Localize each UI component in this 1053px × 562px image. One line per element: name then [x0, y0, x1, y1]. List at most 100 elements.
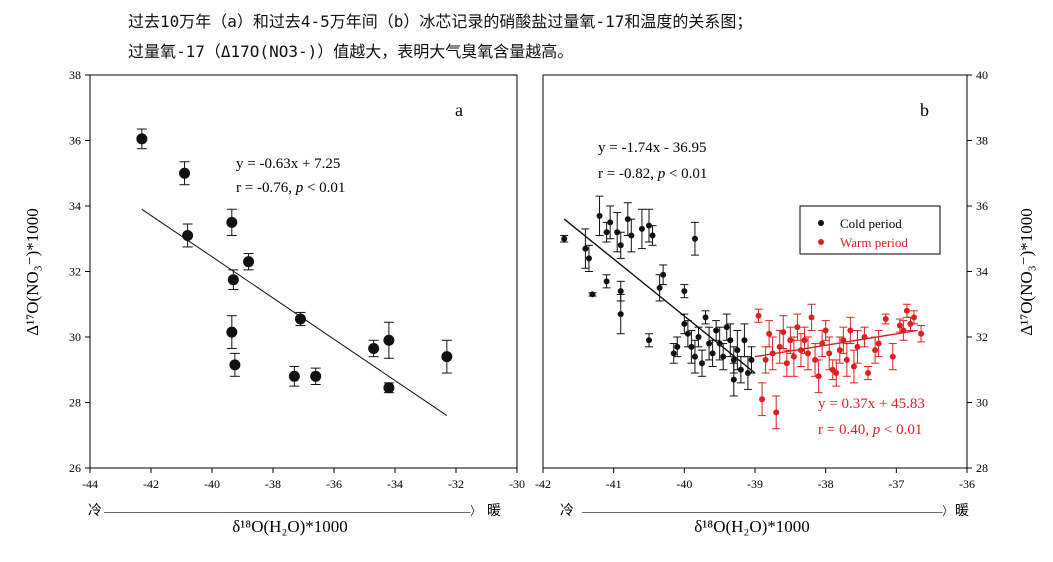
data-point	[628, 232, 635, 239]
data-point	[706, 340, 713, 347]
data-point	[872, 347, 879, 354]
data-point	[819, 340, 826, 347]
panel-a-stats: r = -0.76, p < 0.01	[236, 180, 345, 196]
x-tick-label: -30	[509, 477, 525, 491]
data-point	[865, 370, 872, 377]
panel-b-y-axis-title: Δ¹⁷O(NO₃⁻)*1000	[1017, 208, 1036, 336]
y-tick-label: 26	[69, 461, 81, 475]
x-tick-label: -38	[818, 477, 834, 491]
data-point	[755, 312, 762, 319]
panel-b-cold-equation: y = -1.74x - 36.95	[598, 140, 706, 156]
data-point	[182, 229, 194, 241]
data-point	[833, 370, 840, 377]
data-point	[229, 359, 241, 371]
x-tick-label: -40	[676, 477, 692, 491]
data-point	[727, 337, 734, 344]
panel-b-arrow: ——————————————————————————————————————〉	[581, 504, 952, 518]
data-point	[861, 334, 868, 340]
data-point	[288, 370, 300, 382]
x-tick-label: -38	[265, 477, 281, 491]
data-point	[226, 326, 238, 338]
panel-a-stats-suffix: < 0.01	[303, 180, 345, 196]
panel-b-x-axis-title: δ¹⁸O(H₂O)*1000	[694, 517, 810, 536]
panel-b-warm-stats: r = 0.40, p < 0.01	[818, 422, 922, 438]
data-point	[900, 327, 907, 334]
data-point	[617, 311, 624, 318]
data-point	[797, 347, 804, 354]
panel-a-fit	[141, 208, 448, 417]
panel-a-frame	[89, 74, 518, 469]
legend-marker-cold	[818, 220, 824, 226]
data-point	[226, 216, 238, 228]
panel-a-warm-label: 暖	[487, 503, 501, 519]
data-point	[850, 363, 857, 370]
y-tick-label: 28	[69, 396, 81, 410]
y-tick-label: 32	[69, 265, 81, 279]
panel-a-arrow: ——————————————————————————————————————〉	[103, 504, 480, 518]
x-tick-label: -36	[326, 477, 342, 491]
data-point	[882, 315, 889, 322]
data-point	[368, 342, 380, 354]
data-point	[656, 284, 663, 291]
panel-a-points	[136, 128, 453, 394]
y-tick-label: 36	[69, 134, 81, 148]
panel-b-warm-stats-suffix: < 0.01	[880, 422, 922, 438]
data-point	[805, 350, 811, 357]
panel-a-stats-p: p	[295, 180, 304, 196]
legend-marker-warm	[818, 239, 824, 245]
data-point	[748, 356, 755, 363]
data-point	[734, 347, 741, 354]
data-point	[843, 356, 850, 363]
y-tick-label: 34	[976, 265, 988, 279]
data-point	[903, 307, 910, 314]
panel-b-warm-stats-prefix: r = 0.40,	[818, 422, 873, 438]
panel-a: a y = -0.63x + 7.25 r = -0.76, p < 0.01 …	[69, 68, 525, 491]
data-point	[603, 278, 610, 285]
panel-b-cold-stats-suffix: < 0.01	[665, 166, 707, 182]
data-point	[773, 409, 780, 416]
data-point	[681, 320, 688, 327]
panel-b-cold-stats: r = -0.82, p < 0.01	[598, 166, 707, 182]
data-point	[854, 343, 861, 350]
panel-b-warm-stats-p: p	[872, 422, 881, 438]
data-point	[684, 330, 691, 337]
data-point	[674, 343, 681, 350]
data-point	[617, 242, 624, 249]
data-point	[688, 343, 695, 350]
data-point	[780, 329, 787, 336]
data-point	[737, 366, 744, 373]
legend-box	[799, 205, 941, 255]
data-point	[691, 235, 698, 242]
data-point	[243, 256, 255, 268]
data-point	[918, 330, 925, 337]
data-point	[730, 356, 737, 363]
data-point	[875, 340, 882, 347]
y-tick-label: 30	[976, 396, 988, 410]
y-tick-label: 36	[976, 199, 988, 213]
panel-b-warm-equation: y = 0.37x + 45.83	[818, 396, 925, 412]
data-point	[840, 337, 847, 344]
legend-label-warm: Warm period	[840, 235, 908, 250]
data-point	[896, 322, 903, 329]
data-point	[762, 356, 769, 363]
data-point	[790, 353, 797, 360]
y-tick-label: 34	[69, 199, 81, 213]
data-point	[294, 313, 306, 325]
x-tick-label: -37	[888, 477, 904, 491]
data-point	[794, 324, 801, 331]
data-point	[617, 288, 624, 295]
data-point	[582, 245, 589, 252]
data-point	[847, 327, 854, 334]
data-point	[769, 350, 776, 357]
panel-b-cold-stats-p: p	[657, 166, 666, 182]
data-point	[561, 235, 568, 242]
panel-a-label: a	[455, 100, 463, 120]
x-tick-label: -36	[959, 477, 975, 491]
data-point	[815, 373, 822, 380]
data-point	[585, 255, 592, 262]
data-point	[741, 337, 748, 344]
data-point	[136, 133, 148, 145]
panel-b-points	[560, 195, 926, 430]
data-point	[713, 327, 720, 334]
data-point	[766, 330, 773, 337]
